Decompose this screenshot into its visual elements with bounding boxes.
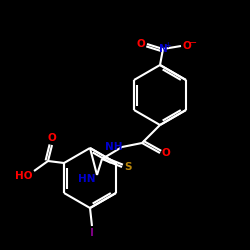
Text: S: S	[124, 162, 132, 172]
Text: N: N	[159, 44, 168, 54]
Text: NH: NH	[105, 142, 123, 152]
Text: −: −	[189, 38, 197, 48]
Text: I: I	[90, 228, 94, 238]
Text: HN: HN	[78, 174, 96, 184]
Text: O: O	[162, 148, 170, 158]
Text: O: O	[48, 133, 56, 143]
Text: O: O	[136, 39, 145, 49]
Text: HO: HO	[15, 171, 33, 181]
Text: O: O	[182, 41, 192, 51]
Text: +: +	[164, 40, 170, 50]
